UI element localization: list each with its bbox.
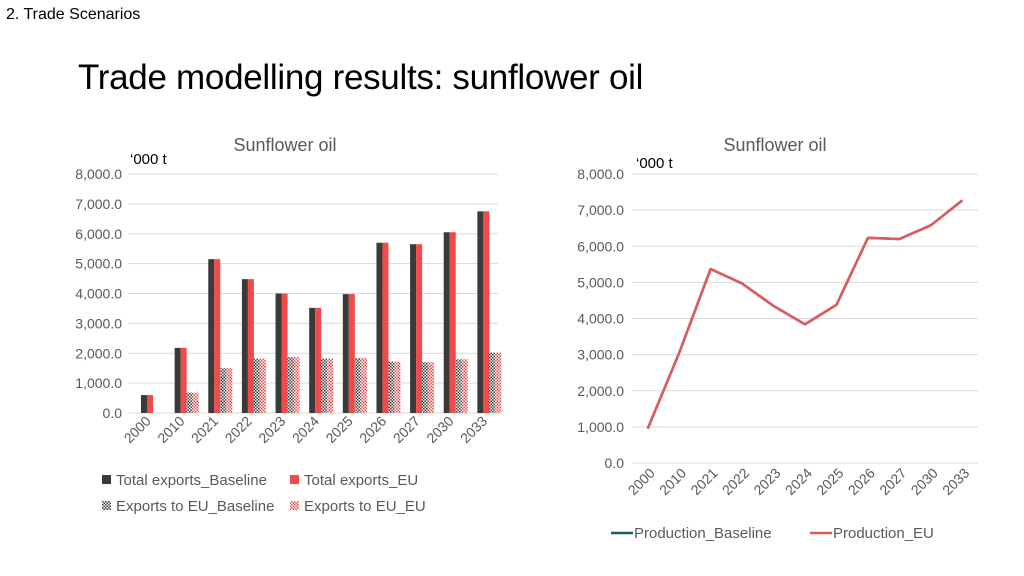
line-y-tick-label: 5,000.0 [577, 274, 624, 290]
bar-mark [394, 361, 401, 413]
line-legend-label: Production_EU [833, 525, 934, 542]
bar-legend-swatch [290, 475, 299, 484]
bar-mark [455, 359, 462, 413]
bar-mark [321, 358, 328, 413]
bar-mark [147, 395, 153, 413]
bar-mark [309, 307, 316, 413]
bar-chart-unit-label: ‘000 t [130, 151, 168, 168]
bar-mark [342, 294, 349, 413]
line-series-eu [646, 199, 964, 430]
line-y-tick-label: 4,000.0 [577, 311, 624, 327]
line-x-tick-label: 2027 [876, 465, 909, 498]
bar-mark [360, 358, 367, 413]
bar-mark [376, 242, 383, 413]
line-x-tick-label: 2023 [750, 465, 783, 498]
bar-mark [489, 352, 496, 413]
bar-legend-swatch [290, 501, 299, 510]
bar-legend-label: Total exports_Baseline [116, 472, 267, 489]
bar-mark [141, 395, 147, 413]
bar-mark [293, 357, 300, 413]
bar-mark [327, 358, 334, 413]
line-x-tick-label: 2026 [845, 465, 878, 498]
bar-mark [483, 211, 490, 413]
bar-mark [449, 232, 456, 413]
bar-y-tick-label: 2,000.0 [75, 345, 122, 361]
line-chart-title: Sunflower oil [723, 135, 826, 155]
bar-mark [388, 361, 395, 413]
line-legend-label: Production_Baseline [634, 525, 772, 542]
bar-y-tick-label: 3,000.0 [75, 315, 122, 331]
line-y-tick-label: 8,000.0 [577, 166, 624, 182]
line-y-tick-label: 1,000.0 [577, 419, 624, 435]
bar-y-tick-label: 0.0 [103, 405, 123, 421]
bar-mark [315, 307, 322, 413]
bar-legend-label: Total exports_EU [304, 472, 418, 489]
bar-mark [208, 259, 215, 413]
bar-y-tick-label: 6,000.0 [75, 226, 122, 242]
bar-mark [226, 368, 233, 413]
bar-mark [443, 232, 450, 413]
bar-mark [214, 259, 221, 413]
bar-mark [281, 293, 288, 413]
bar-mark [275, 293, 282, 413]
line-x-tick-label: 2025 [813, 465, 846, 498]
bar-mark [220, 368, 227, 413]
line-x-tick-label: 2022 [719, 465, 752, 498]
line-x-tick-label: 2030 [908, 465, 941, 498]
bar-legend-swatch [102, 501, 111, 510]
line-chart-unit-label: ‘000 t [636, 155, 674, 172]
bar-mark [422, 362, 429, 413]
line-x-tick-label: 2000 [625, 465, 658, 498]
bar-mark [241, 279, 248, 413]
bar-mark [253, 358, 260, 413]
bar-legend-label: Exports to EU_EU [304, 498, 426, 515]
bar-mark [287, 357, 294, 413]
bar-y-tick-label: 8,000.0 [75, 166, 122, 182]
bar-y-tick-label: 5,000.0 [75, 256, 122, 272]
line-y-tick-label: 7,000.0 [577, 202, 624, 218]
bar-mark [247, 279, 254, 413]
bar-y-tick-label: 1,000.0 [75, 375, 122, 391]
section-label: 2. Trade Scenarios [6, 6, 141, 23]
line-y-tick-label: 2,000.0 [577, 383, 624, 399]
bar-mark [382, 242, 389, 413]
line-series-baseline [646, 199, 964, 430]
bar-mark [461, 359, 468, 413]
line-y-tick-label: 0.0 [605, 455, 625, 471]
line-y-tick-label: 6,000.0 [577, 238, 624, 254]
slide-title: Trade modelling results: sunflower oil [78, 58, 644, 97]
bar-y-tick-label: 4,000.0 [75, 286, 122, 302]
bar-legend-swatch [102, 475, 111, 484]
bar-mark [354, 358, 361, 413]
bar-mark [348, 294, 355, 413]
bar-chart-title: Sunflower oil [233, 135, 336, 155]
line-y-tick-label: 3,000.0 [577, 347, 624, 363]
line-x-tick-label: 2010 [656, 465, 689, 498]
bar-mark [495, 352, 502, 413]
bar-y-tick-label: 7,000.0 [75, 196, 122, 212]
line-x-tick-label: 2033 [939, 465, 972, 498]
bar-mark [192, 392, 199, 413]
bar-mark [477, 211, 484, 413]
bar-mark [410, 244, 417, 413]
line-x-tick-label: 2024 [782, 465, 815, 498]
bar-legend-label: Exports to EU_Baseline [116, 498, 274, 515]
bar-mark [180, 347, 187, 413]
bar-mark [416, 244, 423, 413]
line-x-tick-label: 2021 [687, 465, 720, 498]
bar-mark [259, 358, 266, 413]
bar-mark [428, 362, 435, 413]
bar-mark [186, 392, 193, 413]
bar-mark [174, 347, 181, 413]
